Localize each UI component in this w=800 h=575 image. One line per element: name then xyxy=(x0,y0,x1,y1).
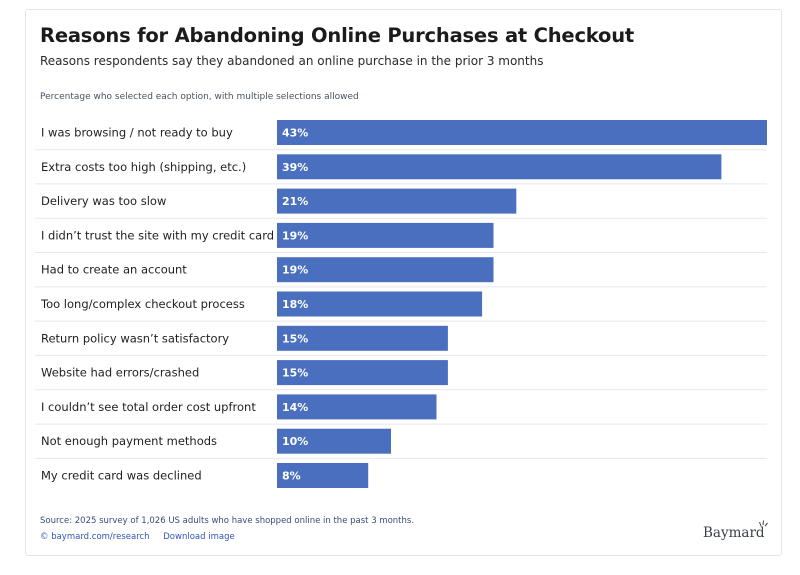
category-label: I couldn’t see total order cost upfront xyxy=(41,400,256,414)
baymard-logo: Baymard xyxy=(703,525,765,541)
category-label: I didn’t trust the site with my credit c… xyxy=(41,228,274,242)
bar xyxy=(277,360,448,386)
research-link[interactable]: © baymard.com/research xyxy=(40,532,150,542)
category-label: Too long/complex checkout process xyxy=(40,297,245,311)
category-label: Not enough payment methods xyxy=(41,434,217,448)
bar-value-label: 43% xyxy=(282,127,308,140)
bar xyxy=(277,428,391,454)
source-note: Source: 2025 survey of 1,026 US adults w… xyxy=(40,516,415,526)
chart-note: Percentage who selected each option, wit… xyxy=(40,92,359,102)
bar-value-label: 14% xyxy=(282,401,308,414)
bar xyxy=(277,291,483,317)
bar-value-label: 21% xyxy=(282,195,308,208)
logo-mark-icon xyxy=(759,520,768,527)
bar xyxy=(277,394,437,420)
bar-value-label: 8% xyxy=(282,470,301,483)
bar xyxy=(277,257,494,283)
category-label: Website had errors/crashed xyxy=(41,366,199,380)
bar xyxy=(277,463,369,488)
category-label: I was browsing / not ready to buy xyxy=(41,126,233,140)
bar-value-label: 39% xyxy=(282,161,308,174)
chart-subtitle: Reasons respondents say they abandoned a… xyxy=(40,54,544,68)
bar-value-label: 10% xyxy=(282,435,308,448)
bar-value-label: 15% xyxy=(282,332,308,345)
bar-value-label: 19% xyxy=(282,229,308,242)
chart-card xyxy=(25,9,782,556)
bar-value-label: 19% xyxy=(282,264,308,277)
bar xyxy=(277,325,448,351)
category-label: Extra costs too high (shipping, etc.) xyxy=(41,160,246,174)
bar xyxy=(277,188,517,214)
category-label: Had to create an account xyxy=(41,263,187,277)
category-label: My credit card was declined xyxy=(41,469,202,483)
category-label: Delivery was too slow xyxy=(41,194,166,208)
bar xyxy=(277,120,767,145)
bar xyxy=(277,222,494,248)
footer-links: © baymard.com/research Download image xyxy=(40,532,246,542)
download-image-link[interactable]: Download image xyxy=(163,532,235,542)
bar-value-label: 18% xyxy=(282,298,308,311)
chart-title: Reasons for Abandoning Online Purchases … xyxy=(40,24,635,47)
bar-value-label: 15% xyxy=(282,367,308,380)
bar xyxy=(277,154,722,180)
category-label: Return policy wasn’t satisfactory xyxy=(41,331,229,345)
